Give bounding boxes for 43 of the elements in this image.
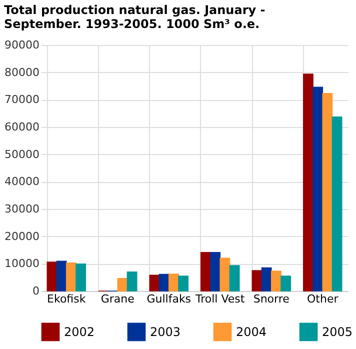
bar <box>261 267 272 292</box>
y-tick-label: 50000 <box>4 148 40 161</box>
bar <box>149 274 160 292</box>
bar <box>280 276 291 292</box>
x-tick-label: Ekofisk <box>47 292 86 306</box>
legend-label: 2005 <box>322 324 353 339</box>
bar <box>66 262 76 292</box>
bar <box>158 274 170 292</box>
bar <box>229 265 240 292</box>
bar <box>56 260 67 292</box>
bar <box>270 270 282 292</box>
x-tick-label: Other <box>307 292 339 306</box>
bar <box>46 262 58 292</box>
x-tick-label: Grane <box>100 292 135 306</box>
x-tick-label: Snorre <box>253 292 290 306</box>
bar <box>168 274 179 292</box>
bar <box>178 276 188 292</box>
bar <box>76 264 86 292</box>
y-tick-label: 0 <box>32 284 40 298</box>
x-tick-label: Troll Vest <box>194 292 246 306</box>
bar <box>126 271 138 292</box>
y-tick-label: 80000 <box>4 66 40 79</box>
y-tick-label: 40000 <box>4 175 40 188</box>
legend-label: 2004 <box>236 324 267 339</box>
x-tick-label: Gullfaks <box>146 292 192 306</box>
bar <box>117 278 128 292</box>
y-tick-label: 20000 <box>4 230 40 243</box>
chart-title: Total production natural gas. January - September. 1993-2005. 1000 Sm³ o.e. <box>4 3 266 31</box>
bar <box>303 74 314 292</box>
y-tick-label: 30000 <box>4 202 40 216</box>
y-tick-label: 70000 <box>4 93 40 106</box>
bar <box>322 92 333 292</box>
bar <box>252 270 262 292</box>
bar <box>220 258 230 292</box>
y-tick-label: 60000 <box>4 120 40 134</box>
y-tick-label: 90000 <box>4 38 40 52</box>
bar <box>200 252 211 292</box>
bar <box>312 86 324 292</box>
legend-label: 2002 <box>64 324 95 339</box>
y-tick-label: 10000 <box>4 257 40 270</box>
bar <box>210 252 221 292</box>
bar <box>332 116 342 292</box>
legend-label: 2003 <box>150 324 181 339</box>
